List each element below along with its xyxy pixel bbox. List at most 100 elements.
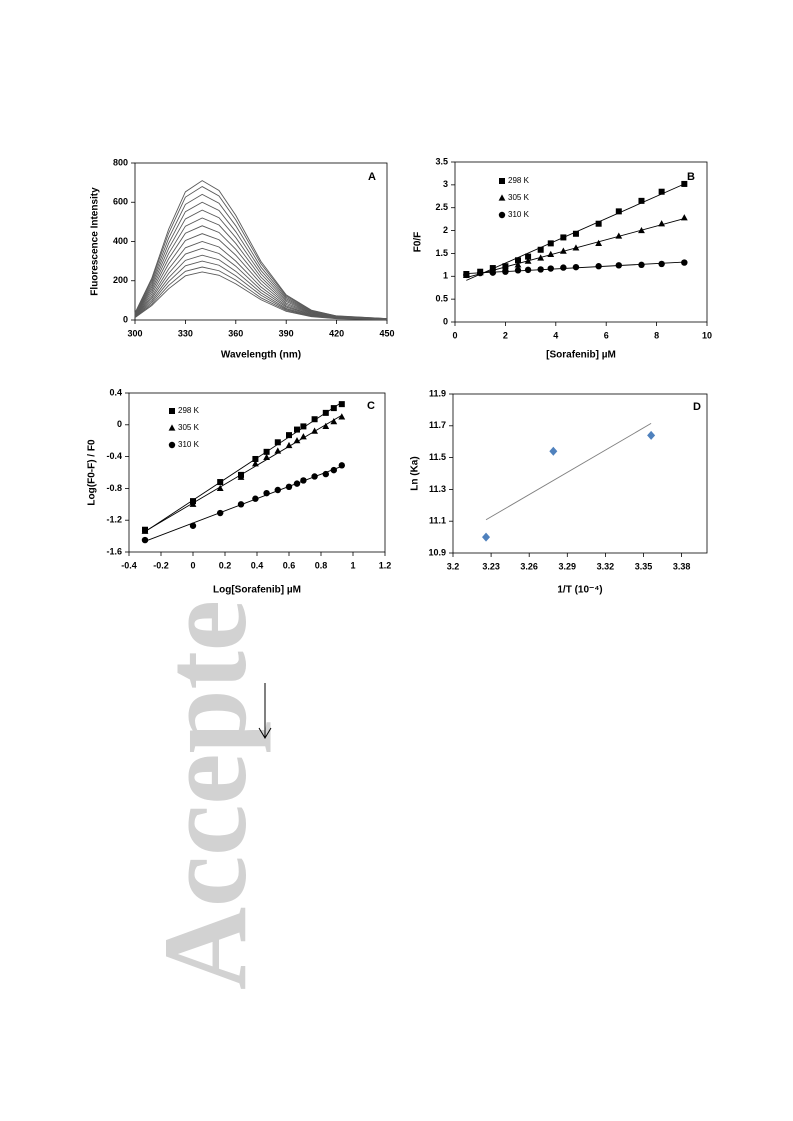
- data-point: [572, 263, 580, 271]
- data-point: [263, 453, 270, 460]
- data-point: [263, 489, 270, 497]
- y-axis-label: Fluorescence Intensity: [90, 187, 101, 296]
- legend-label: 305 K: [508, 193, 530, 202]
- legend-marker: [169, 408, 175, 414]
- y-tick-label: 11.5: [429, 452, 446, 462]
- data-point: [338, 413, 346, 420]
- x-tick-label: 300: [127, 328, 142, 338]
- legend-label: 310 K: [508, 210, 530, 219]
- x-tick-label: 420: [329, 328, 344, 338]
- data-point: [514, 267, 522, 274]
- data-point: [681, 259, 688, 266]
- data-point: [286, 432, 292, 439]
- data-point: [658, 220, 666, 227]
- data-point: [547, 240, 554, 247]
- data-point: [237, 501, 245, 508]
- y-tick-label: 800: [113, 157, 128, 167]
- data-point: [252, 495, 259, 502]
- data-point: [559, 247, 567, 254]
- data-point: [311, 473, 318, 480]
- x-tick-label: 1: [350, 560, 355, 570]
- panel-label: C: [367, 400, 375, 412]
- x-tick-label: 3.32: [597, 561, 615, 571]
- x-tick-label: 0.6: [283, 560, 296, 570]
- y-tick-label: 2.5: [435, 202, 448, 212]
- y-axis-label: F0/F: [413, 232, 424, 253]
- x-tick-label: 3.26: [520, 561, 538, 571]
- y-tick-label: -1.2: [106, 515, 122, 525]
- spectrum-line: [134, 201, 388, 320]
- data-point: [638, 261, 645, 269]
- y-axis-label: Log(F0-F) / F0: [87, 439, 98, 506]
- x-axis-label: Wavelength (nm): [221, 350, 301, 361]
- y-tick-label: 1.5: [435, 248, 448, 258]
- x-tick-label: 0: [452, 330, 457, 340]
- y-tick-label: 0: [123, 314, 128, 324]
- trend-line: [485, 423, 652, 521]
- legend-marker: [499, 178, 505, 184]
- data-point: [549, 446, 558, 456]
- data-point: [189, 522, 197, 529]
- y-tick-label: -1.6: [106, 546, 122, 556]
- y-tick-label: 200: [113, 275, 128, 285]
- data-point: [537, 254, 545, 261]
- data-point: [293, 480, 301, 487]
- spectrum-line: [134, 233, 388, 320]
- data-point: [322, 470, 329, 478]
- spectrum-line: [134, 186, 388, 320]
- data-point: [547, 265, 554, 272]
- plot-frame: [454, 161, 708, 323]
- x-tick-label: 3.23: [482, 561, 500, 571]
- data-point: [547, 250, 555, 257]
- data-point: [217, 509, 224, 517]
- plot-frame: [452, 393, 708, 554]
- data-point: [252, 455, 259, 462]
- data-point: [330, 405, 337, 412]
- data-point: [638, 226, 645, 234]
- x-tick-label: 390: [279, 328, 294, 338]
- data-point: [263, 448, 270, 455]
- data-point: [330, 466, 337, 474]
- legend-label: 298 K: [508, 176, 530, 185]
- data-point: [615, 262, 622, 269]
- data-point: [560, 264, 567, 271]
- y-tick-label: 0.4: [109, 387, 122, 397]
- data-point: [638, 197, 645, 204]
- legend-label: 305 K: [178, 423, 200, 432]
- data-point: [572, 244, 580, 251]
- data-point: [322, 422, 330, 429]
- legend-marker: [498, 194, 506, 201]
- x-tick-label: 3.29: [559, 561, 577, 571]
- data-point: [537, 266, 544, 273]
- data-point: [524, 257, 532, 264]
- x-tick-label: 360: [228, 328, 243, 338]
- data-point: [300, 477, 307, 484]
- y-tick-label: -0.4: [106, 451, 122, 461]
- data-point: [647, 430, 656, 440]
- x-tick-label: 10: [702, 330, 712, 340]
- panel-label: A: [368, 171, 376, 183]
- y-tick-label: 2: [443, 225, 448, 235]
- watermark: Accepte: [138, 600, 271, 990]
- data-point: [525, 253, 532, 260]
- spectrum-line: [134, 247, 388, 320]
- spectrum-line: [134, 209, 388, 320]
- data-point: [595, 239, 603, 246]
- spectrum-line: [134, 225, 388, 320]
- data-point: [477, 269, 484, 277]
- data-point: [502, 268, 509, 275]
- data-point: [293, 437, 301, 444]
- data-point: [322, 409, 329, 416]
- x-tick-label: 1.2: [379, 560, 392, 570]
- y-tick-label: 3.5: [435, 156, 448, 166]
- y-tick-label: -0.8: [106, 483, 122, 493]
- x-tick-label: 330: [178, 328, 193, 338]
- x-axis-label: 1/T (10⁻⁴): [557, 585, 602, 596]
- y-tick-label: 11.7: [429, 420, 446, 430]
- trend-line: [144, 414, 343, 532]
- x-tick-label: 3.35: [635, 561, 653, 571]
- data-point: [560, 234, 567, 241]
- y-tick-label: 400: [113, 236, 128, 246]
- data-point: [681, 180, 688, 187]
